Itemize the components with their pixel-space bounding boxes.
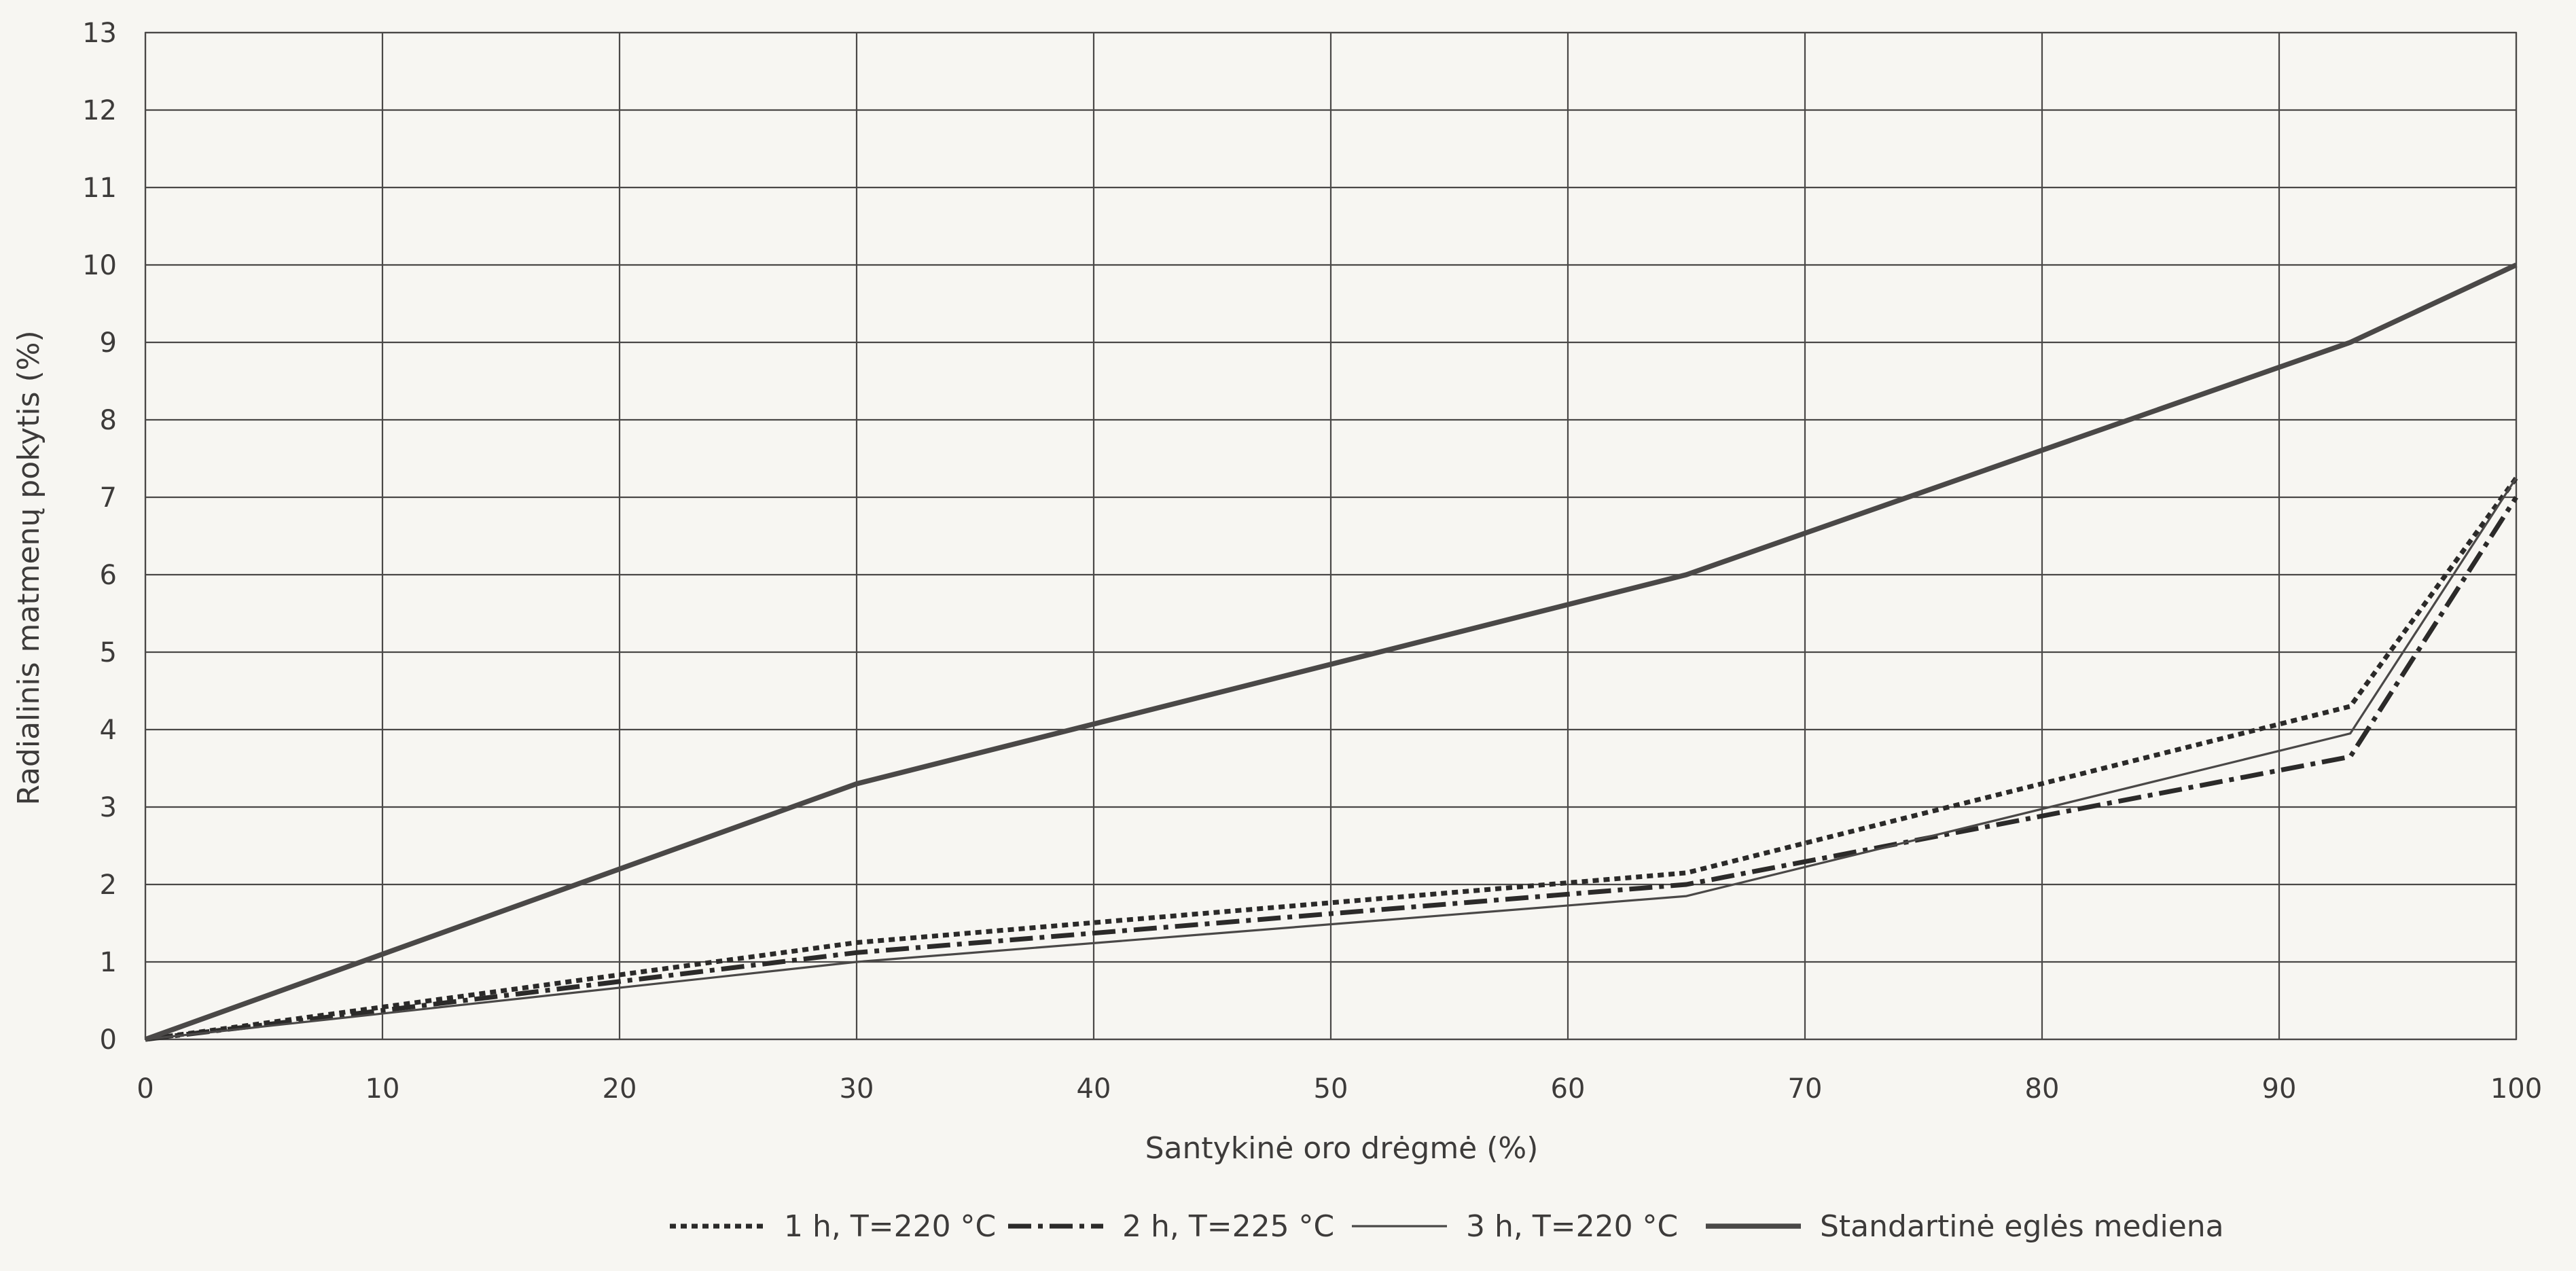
y-tick-label: 2 [100, 870, 117, 901]
series-line-3 [145, 477, 2518, 1041]
x-tick-label: 40 [1077, 1073, 1111, 1105]
y-axis-title: Radialinis matmenų pokytis (%) [12, 330, 46, 805]
y-tick-label: 8 [100, 405, 117, 436]
x-tick-label: 80 [2025, 1073, 2060, 1105]
x-tick-label: 100 [2490, 1073, 2542, 1105]
grid [144, 31, 2518, 1041]
y-tick-label: 1 [100, 947, 117, 978]
legend-label-1: 1 h, T=220 °C [784, 1209, 996, 1244]
x-tick-label: 90 [2262, 1073, 2297, 1105]
y-tick-label: 12 [82, 95, 117, 126]
legend-label-3: 3 h, T=220 °C [1466, 1209, 1678, 1244]
x-tick-label: 70 [1788, 1073, 1823, 1105]
x-tick-label: 60 [1551, 1073, 1586, 1105]
legend: 1 h, T=220 °C 2 h, T=225 °C 3 h, T=220 °C S… [670, 1209, 2224, 1244]
plot-area-frame [144, 31, 2518, 1041]
y-tick-label: 11 [82, 173, 117, 204]
y-tick-label: 4 [100, 715, 117, 746]
series-line-1 [145, 476, 2518, 1042]
legend-label-4: Standartinė eglės mediena [1820, 1209, 2224, 1244]
y-tick-label: 6 [100, 560, 117, 591]
x-axis-title: Santykinė oro drėgmė (%) [1145, 1131, 1539, 1166]
y-tick-label: 3 [100, 792, 117, 823]
y-tick-label: 5 [100, 637, 117, 668]
series-group [144, 262, 2518, 1042]
y-tick-label: 7 [100, 482, 117, 514]
series-line-2 [145, 496, 2518, 1042]
x-tick-label: 0 [137, 1073, 154, 1105]
y-tick-label: 10 [82, 250, 117, 281]
x-tick-label: 50 [1314, 1073, 1348, 1105]
series-line-4 [144, 262, 2518, 1042]
y-tick-label: 0 [100, 1024, 117, 1056]
x-tick-label: 30 [840, 1073, 874, 1105]
y-tick-label: 13 [82, 18, 117, 49]
x-tick-label: 10 [365, 1073, 400, 1105]
legend-label-2: 2 h, T=225 °C [1122, 1209, 1334, 1244]
y-tick-label: 9 [100, 327, 117, 359]
x-axis-ticks: 0 10 20 30 40 50 60 70 80 90 100 [137, 1073, 2542, 1105]
x-tick-label: 20 [603, 1073, 637, 1105]
